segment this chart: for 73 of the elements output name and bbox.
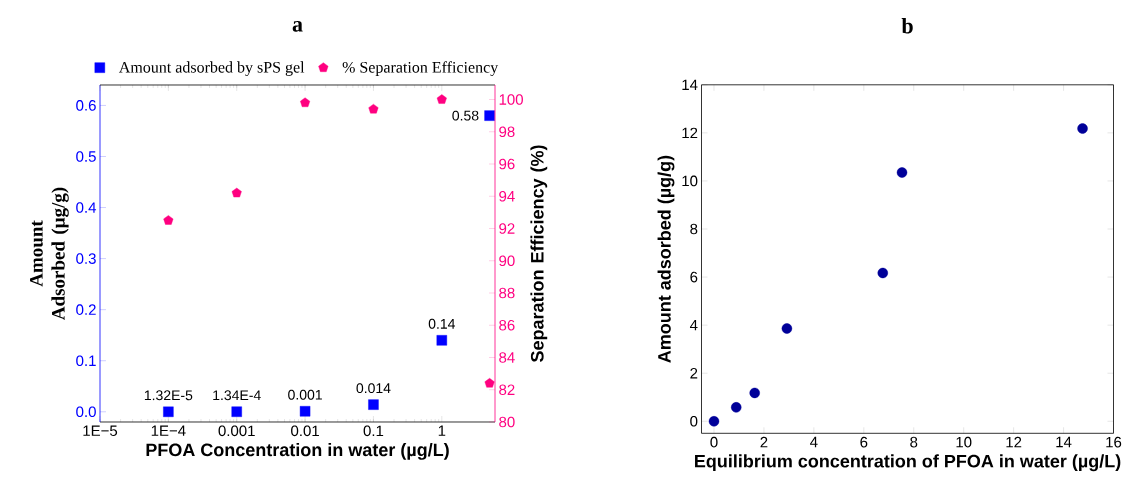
data-label: 0.014 — [356, 383, 391, 394]
data-label: 0.14 — [428, 318, 456, 329]
point — [896, 167, 908, 178]
y-tick-label: 0.3 — [76, 253, 96, 264]
point — [231, 187, 242, 198]
y2-tick-label: 96 — [499, 158, 515, 170]
point — [368, 103, 379, 114]
y-tick-label: 14 — [682, 79, 698, 90]
x-axis-title: PFOA Concentration in water (µg/L) — [146, 443, 449, 460]
point — [781, 323, 793, 334]
y2-tick-label: 100 — [499, 94, 523, 105]
x-axis-title: Equilibrium concentration of PFOA in water (µg/L) — [695, 454, 1121, 472]
point — [299, 406, 311, 417]
y-axis-title: Amount adsorbed (µg/g) — [657, 155, 675, 363]
y2-tick-label: 84 — [499, 352, 515, 363]
y-tick-label: 0.5 — [76, 151, 96, 162]
y-axis-title: Amount Adsorbed (µg/g) — [30, 187, 69, 321]
point — [731, 402, 742, 413]
x-tick-label: 1 — [438, 425, 446, 436]
x-tick-label: 1E−4 — [151, 425, 186, 436]
y-tick-label: 0.0 — [76, 406, 96, 418]
y2-tick-label: 80 — [499, 416, 515, 428]
y-tick-label: 8 — [690, 223, 698, 235]
y-tick-label: 0.6 — [76, 100, 96, 111]
point — [368, 399, 379, 410]
point — [436, 335, 448, 346]
y2-tick-label: 86 — [499, 319, 515, 331]
x-tick-label: 6 — [860, 436, 868, 448]
data-label: 0.001 — [288, 389, 322, 400]
y-tick-label: 2 — [690, 367, 698, 379]
y2-axis-title: Separation Efficiency (%) — [530, 145, 548, 363]
x-tick-label: 0.01 — [291, 425, 319, 437]
y-tick-label: 10 — [682, 175, 698, 187]
y-tick-label: 0 — [690, 415, 698, 427]
x-tick-label: 1E−5 — [83, 425, 118, 436]
legend-label: % Separation Efficiency — [342, 61, 499, 77]
point — [163, 406, 174, 417]
point — [708, 416, 720, 427]
x-tick-label: 2 — [760, 436, 768, 448]
y2-tick-label: 88 — [499, 287, 515, 299]
y2-tick-label: 94 — [499, 190, 515, 202]
x-tick-label: 16 — [1106, 436, 1122, 448]
y2-tick-label: 92 — [499, 223, 515, 234]
point — [877, 267, 888, 279]
x-tick-label: 0.001 — [218, 425, 255, 437]
y-tick-label: 12 — [682, 127, 698, 139]
x-tick-label: 0 — [710, 436, 718, 448]
point — [436, 94, 447, 104]
y2-tick-label: 98 — [499, 126, 515, 138]
data-label: 0.58 — [452, 110, 479, 121]
y-tick-label: 0.2 — [76, 304, 96, 315]
y-tick-label: 6 — [690, 271, 698, 283]
data-label: 1.34E-4 — [213, 390, 261, 401]
x-tick-label: 8 — [910, 436, 918, 448]
x-tick-label: 0.1 — [363, 425, 384, 437]
data-label: 1.32E-5 — [144, 390, 193, 401]
point — [231, 406, 242, 417]
y-tick-label: 0.1 — [76, 355, 96, 367]
chart-title: a — [292, 21, 303, 32]
y2-tick-label: 82 — [499, 384, 515, 396]
point — [300, 97, 311, 107]
x-tick-label: 4 — [810, 436, 818, 448]
chart-title: b — [901, 17, 913, 34]
y-tick-label: 4 — [689, 319, 698, 331]
legend-label: Amount adsorbed by sPS gel — [118, 61, 305, 76]
point — [1077, 123, 1088, 134]
point — [749, 387, 760, 399]
y-tick-label: 0.4 — [76, 202, 97, 213]
y2-tick-label: 90 — [499, 255, 515, 267]
x-tick-label: 14 — [1056, 436, 1072, 448]
x-tick-label: 12 — [1006, 436, 1022, 448]
point — [163, 215, 174, 225]
x-tick-label: 10 — [956, 436, 972, 448]
